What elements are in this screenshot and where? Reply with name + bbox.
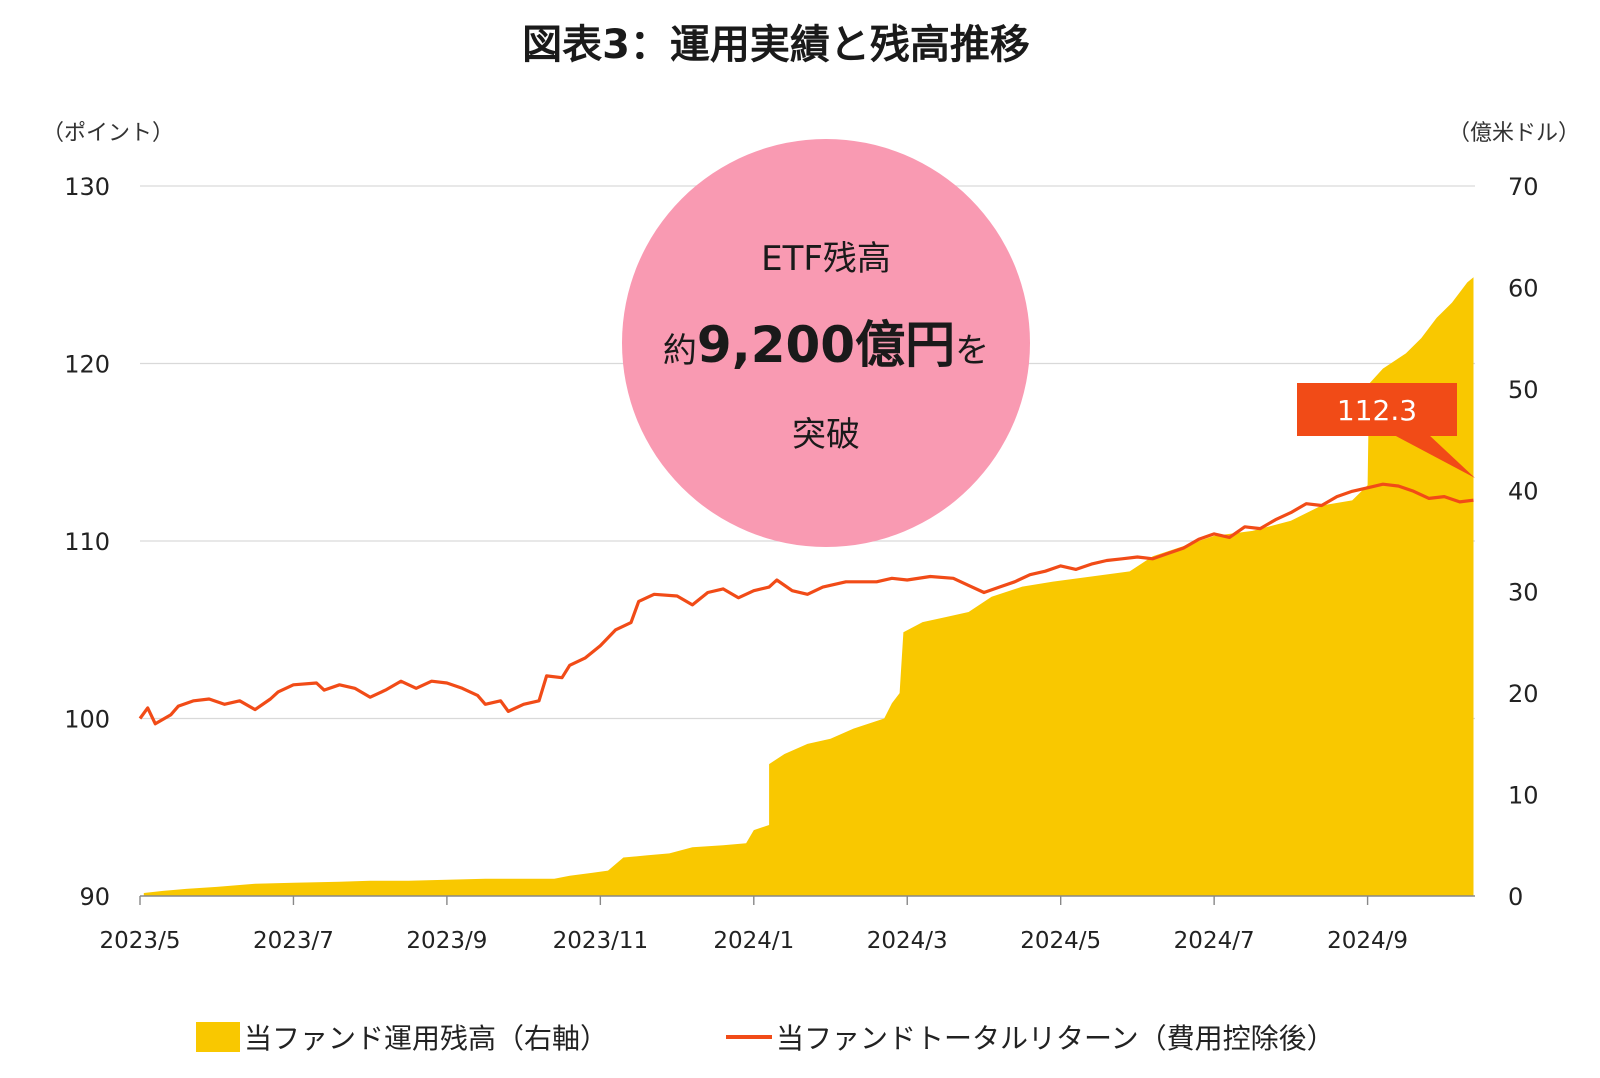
right-tick-label: 10 xyxy=(1508,782,1539,810)
last-value-callout: 112.3 xyxy=(1297,383,1475,478)
x-tick-label: 2023/11 xyxy=(553,928,649,954)
legend: 当ファンド運用残高（右軸） 当ファンドトータルリターン（費用控除後） xyxy=(196,1022,1335,1055)
left-axis-unit: （ポイント） xyxy=(42,121,174,146)
bubble-suffix: を xyxy=(955,331,989,371)
right-tick-label: 60 xyxy=(1508,274,1539,302)
bubble-circle xyxy=(622,139,1030,547)
balance-bubble: ETF残高 約9,200億円を 突破 xyxy=(622,139,1030,547)
bubble-line3: 突破 xyxy=(792,415,860,455)
x-tick-label: 2023/9 xyxy=(406,928,487,954)
right-tick-label: 40 xyxy=(1508,477,1539,505)
left-tick-label: 100 xyxy=(64,706,110,734)
left-tick-label: 110 xyxy=(64,528,110,556)
x-tick-label: 2023/5 xyxy=(100,928,181,954)
right-tick-label: 70 xyxy=(1508,173,1539,201)
bubble-line1: ETF残高 xyxy=(761,239,891,279)
total-return-line xyxy=(138,482,1474,726)
balance-area xyxy=(143,277,1474,896)
right-axis-unit: （億米ドル） xyxy=(1448,121,1580,146)
callout-pointer xyxy=(1392,434,1475,478)
right-axis-ticks: 70 60 50 40 30 20 10 0 xyxy=(1508,173,1539,911)
left-tick-label: 120 xyxy=(64,351,110,379)
left-tick-label: 90 xyxy=(79,883,110,911)
bubble-line2: 約9,200億円を xyxy=(663,316,989,374)
x-tick-label: 2024/9 xyxy=(1327,928,1408,954)
left-axis-ticks: 130 120 110 100 90 xyxy=(64,173,110,911)
right-tick-label: 30 xyxy=(1508,579,1539,607)
legend-swatch-area xyxy=(196,1022,240,1052)
chart-title: 図表3：運用実績と残高推移 xyxy=(522,22,1030,68)
bubble-prefix: 約 xyxy=(663,331,697,371)
legend-label-line: 当ファンドトータルリターン（費用控除後） xyxy=(776,1022,1335,1055)
x-tick-label: 2024/3 xyxy=(867,928,948,954)
left-tick-label: 130 xyxy=(64,173,110,201)
right-tick-label: 50 xyxy=(1508,376,1539,404)
legend-label-area: 当ファンド運用残高（右軸） xyxy=(244,1022,608,1055)
right-tick-label: 0 xyxy=(1508,883,1523,911)
right-tick-label: 20 xyxy=(1508,680,1539,708)
x-tick-label: 2024/1 xyxy=(713,928,794,954)
x-tick-label: 2023/7 xyxy=(253,928,334,954)
callout-label: 112.3 xyxy=(1337,394,1417,427)
x-tick-label: 2024/7 xyxy=(1174,928,1255,954)
x-tick-label: 2024/5 xyxy=(1020,928,1101,954)
bubble-amount: 9,200億円 xyxy=(697,316,955,374)
callout-box xyxy=(1297,383,1457,436)
x-axis: 2023/5 2023/7 2023/9 2023/11 2024/1 2024/3 202… xyxy=(100,895,1475,954)
